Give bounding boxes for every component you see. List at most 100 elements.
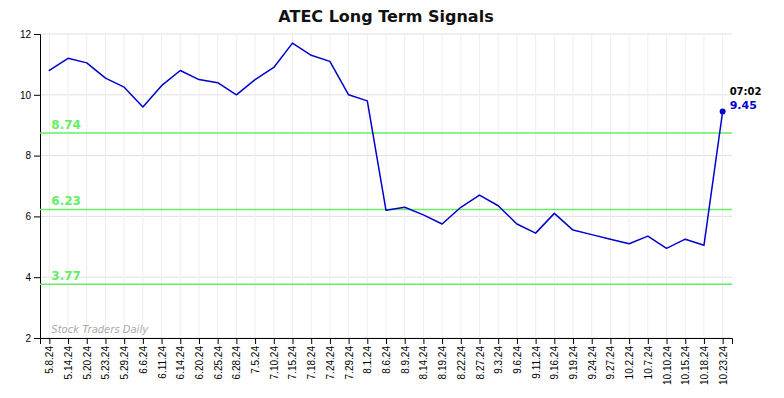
tick-label: 8.22.24 bbox=[456, 346, 467, 380]
tick-mark bbox=[292, 338, 293, 344]
reference-line bbox=[40, 283, 732, 285]
tick-mark bbox=[536, 338, 537, 344]
tick: 7.15.24 bbox=[287, 338, 298, 379]
labels: 8.746.233.7707:029.45Stock Traders Daily bbox=[51, 86, 761, 335]
tick-label: 8.27.24 bbox=[475, 346, 486, 380]
grid-line bbox=[86, 34, 87, 338]
grid-line bbox=[685, 34, 686, 338]
tick: 4 bbox=[25, 272, 40, 283]
tick-mark bbox=[199, 338, 200, 344]
tick-label: 6.20.24 bbox=[194, 346, 205, 380]
tick-mark bbox=[349, 338, 350, 344]
tick-label: 6.25.24 bbox=[213, 346, 224, 380]
tick-label: 6.11.24 bbox=[157, 346, 168, 379]
tick-mark bbox=[34, 216, 40, 217]
tick-label: 2 bbox=[25, 333, 31, 344]
tick: 7.5.24 bbox=[250, 338, 261, 374]
tick-mark bbox=[685, 338, 686, 344]
tick: 8.6.24 bbox=[381, 338, 392, 374]
tick-label: 6 bbox=[25, 211, 31, 222]
tick-mark bbox=[34, 34, 40, 35]
tick-label: 12 bbox=[20, 29, 32, 40]
grid-line bbox=[573, 34, 574, 338]
grid-line bbox=[629, 34, 630, 338]
tick: 8.19.24 bbox=[437, 338, 448, 379]
tick: 5.8.24 bbox=[44, 338, 55, 374]
tick-mark bbox=[105, 338, 106, 344]
tick: 10 bbox=[20, 90, 40, 101]
grid-line bbox=[722, 34, 723, 338]
tick: 8.22.24 bbox=[456, 338, 467, 379]
tick-label: 7.29.24 bbox=[344, 346, 355, 380]
reference-line bbox=[40, 132, 732, 134]
tick: 9.11.24 bbox=[531, 338, 542, 379]
plot-area: 246810125.8.245.14.245.20.245.23.245.29.… bbox=[20, 29, 762, 385]
tick-label: 9.27.24 bbox=[605, 346, 616, 380]
grid-line bbox=[311, 34, 312, 338]
tick-label: 10.18.24 bbox=[699, 346, 710, 385]
tick-label: 4 bbox=[25, 272, 31, 283]
tick-label: 9.3.24 bbox=[493, 346, 504, 374]
tick-label: 6.14.24 bbox=[175, 346, 186, 380]
tick-mark bbox=[480, 338, 481, 344]
grid-line bbox=[610, 34, 611, 338]
tick-mark bbox=[311, 338, 312, 344]
marks bbox=[40, 43, 732, 284]
grid-line bbox=[404, 34, 405, 338]
grid-line bbox=[273, 34, 274, 338]
grid-line bbox=[442, 34, 443, 338]
tick: 5.14.24 bbox=[63, 338, 74, 379]
tick-label: 8.6.24 bbox=[381, 346, 392, 374]
grid-line bbox=[460, 34, 461, 338]
grid-line bbox=[180, 34, 181, 338]
tick: 8 bbox=[25, 150, 40, 161]
tick: 8.27.24 bbox=[475, 338, 486, 379]
tick-label: 7.10.24 bbox=[269, 346, 280, 380]
tick: 9.27.24 bbox=[605, 338, 616, 379]
tick-label: 8.14.24 bbox=[418, 346, 429, 380]
grid-line bbox=[516, 34, 517, 338]
tick: 6 bbox=[25, 211, 40, 222]
tick: 12 bbox=[20, 29, 40, 40]
tick: 6.14.24 bbox=[175, 338, 186, 379]
grid-line bbox=[498, 34, 499, 338]
tick: 6.20.24 bbox=[194, 338, 205, 379]
grid-line bbox=[49, 34, 50, 338]
x-axis: 5.8.245.14.245.20.245.23.245.29.246.6.24… bbox=[41, 338, 733, 385]
grid-line bbox=[292, 34, 293, 338]
tick: 10.18.24 bbox=[699, 338, 710, 385]
tick: 9.16.24 bbox=[549, 338, 560, 379]
tick-label: 7.5.24 bbox=[250, 346, 261, 374]
tick-mark bbox=[124, 338, 125, 344]
grid-line bbox=[367, 34, 368, 338]
watermark: Stock Traders Daily bbox=[51, 324, 149, 335]
tick-mark bbox=[573, 338, 574, 344]
grid-line bbox=[554, 34, 555, 338]
grid-line bbox=[236, 34, 237, 338]
tick-mark bbox=[34, 338, 40, 339]
tick: 5.23.24 bbox=[100, 338, 111, 379]
tick: 8.9.24 bbox=[400, 338, 411, 374]
tick: 6.11.24 bbox=[157, 338, 168, 379]
grid-line bbox=[703, 34, 704, 338]
tick-mark bbox=[629, 338, 630, 344]
grid-line bbox=[348, 34, 349, 338]
tick: 9.6.24 bbox=[512, 338, 523, 374]
tick-mark bbox=[255, 338, 256, 344]
grid-line bbox=[142, 34, 143, 338]
tick: 10.7.24 bbox=[643, 338, 654, 379]
tick-mark bbox=[236, 338, 237, 344]
tick: 8.1.24 bbox=[362, 338, 373, 374]
tick-label: 9.6.24 bbox=[512, 346, 523, 374]
tick: 10.15.24 bbox=[680, 338, 691, 385]
tick-mark bbox=[34, 277, 40, 278]
tick-mark bbox=[704, 338, 705, 344]
reference-label: 8.74 bbox=[51, 118, 81, 132]
tick-label: 6.6.24 bbox=[138, 346, 149, 374]
last-point-label: 07:02 bbox=[730, 86, 762, 97]
tick-label: 5.14.24 bbox=[63, 346, 74, 380]
tick-mark bbox=[517, 338, 518, 344]
tick-label: 5.23.24 bbox=[100, 346, 111, 380]
grid-line bbox=[535, 34, 536, 338]
tick-label: 10.10.24 bbox=[662, 346, 673, 385]
